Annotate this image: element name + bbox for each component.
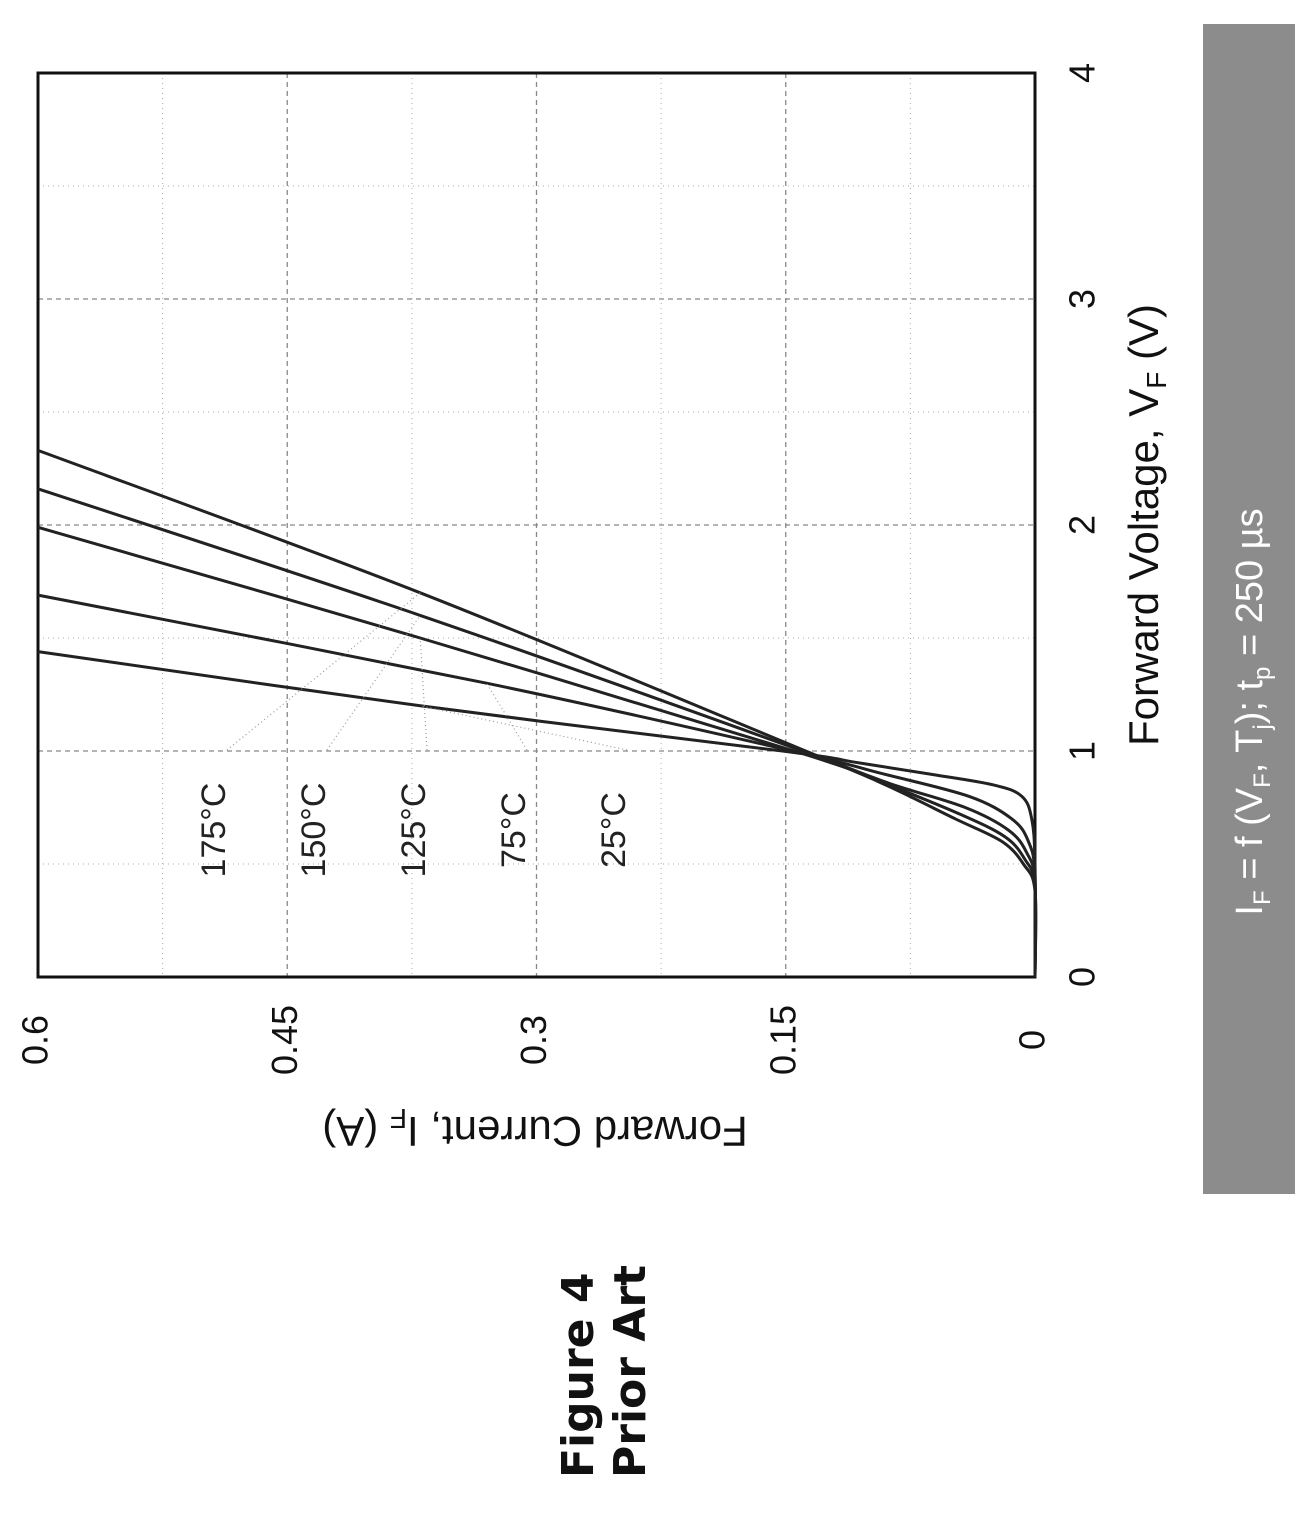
y-tick-label: 0 [1012,1030,1053,1050]
annotation-leader-150c [326,615,421,751]
annotation-leader-25c [420,705,628,751]
x-tick-label: 2 [1062,515,1103,535]
banner-t5: = 250 µs [1229,508,1271,666]
figure-caption-label: Prior Art [605,1264,656,1478]
annotation-leaders [226,592,628,751]
annotation-leader-125c [419,637,428,751]
y-tick-label: 0.15 [762,1005,803,1075]
grid-lines [38,73,1035,977]
series-line-175c [37,448,1038,978]
banner-t1: I [1229,905,1271,916]
x-tick-label: 3 [1062,289,1103,309]
y-axis-label-unit: (A) [322,1108,390,1155]
series-lines [37,448,1038,978]
x-axis-label-unit: (V) [1120,304,1167,372]
x-tick-label: 0 [1062,967,1103,987]
y-axis-label-sub: F [390,1103,407,1134]
banner-s4: p [1249,667,1276,680]
conditions-banner [1203,24,1295,1194]
annotation-label-150c: 150°C [295,783,333,878]
x-tick-label: 4 [1062,63,1103,83]
x-axis-label: Forward Voltage, VF (V) [1120,304,1172,746]
banner-s3: j [1249,724,1276,730]
annotation-leader-175c [226,592,421,751]
y-tick-label: 0.6 [15,1015,56,1065]
series-line-25c [37,650,1037,978]
x-tick-label: 1 [1062,741,1103,761]
banner-s1: F [1249,890,1276,905]
banner-t4: ); t [1229,680,1271,725]
annotation-label-75c: 75°C [495,792,533,868]
y-axis-label-main: Forward Current, I [407,1108,748,1155]
annotation-label-175c: 175°C [195,783,233,878]
series-line-75c [37,593,1037,978]
y-tick-label: 0.3 [513,1015,554,1065]
x-tick-labels: 0 1 2 3 4 [1062,63,1103,987]
banner-t2: = f (V [1229,787,1271,890]
x-axis-label-main: Forward Voltage, V [1120,389,1167,746]
temperature-annotations: 175°C 150°C 125°C 75°C 25°C [195,783,633,878]
annotation-label-25c: 25°C [595,792,633,868]
figure-number-label: Figure 4 [553,1272,604,1478]
banner-s2: F [1249,773,1276,788]
banner-t3: , T [1229,730,1271,774]
y-tick-labels: 0 0.15 0.3 0.45 0.6 [15,1005,1053,1075]
conditions-banner-text: IF = f (VF, Tj); tp = 250 µs [1229,508,1276,915]
annotation-label-125c: 125°C [395,783,433,878]
y-tick-label: 0.45 [264,1005,305,1075]
plot-frame [36,71,1037,979]
y-axis-label: Forward Current, IF (A) [322,1103,748,1155]
x-axis-label-sub: F [1141,372,1172,389]
